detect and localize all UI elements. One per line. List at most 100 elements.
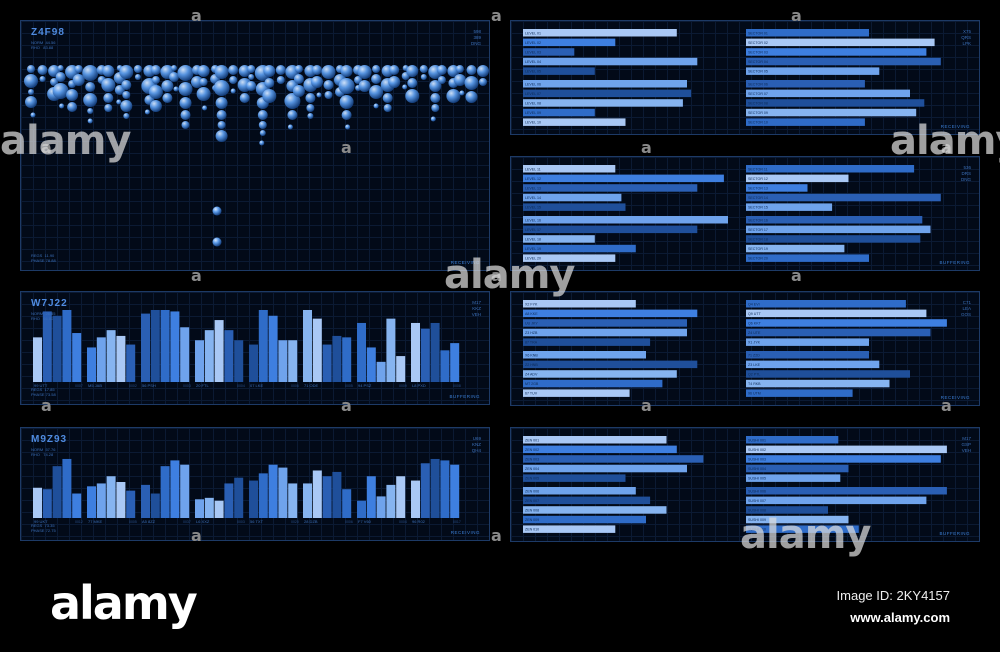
hbar bbox=[523, 99, 683, 107]
bar bbox=[42, 489, 52, 518]
bar bbox=[342, 337, 352, 382]
panel-footer-stats: REGS 73.35 PHASE 72.75 bbox=[31, 523, 56, 533]
hbar-label: X6 KNB bbox=[525, 353, 538, 357]
bar bbox=[288, 483, 298, 518]
hbar-label: SECTOR 03 bbox=[748, 51, 768, 55]
data-bubble bbox=[30, 112, 36, 118]
hbar-label: SECTOR 02 bbox=[748, 41, 768, 45]
hbar bbox=[523, 436, 667, 444]
data-bubble bbox=[214, 65, 229, 79]
data-bubble bbox=[339, 95, 354, 109]
data-bubble bbox=[406, 65, 419, 77]
hbar bbox=[746, 118, 865, 126]
panel-footer-stats: REGS 17.85 PHASE 73.58 bbox=[31, 387, 56, 397]
bar bbox=[106, 476, 116, 518]
watermark-text: alamy bbox=[444, 252, 575, 298]
sub-label: 0005 bbox=[129, 520, 137, 524]
hbar-label: ZEN 006 bbox=[525, 489, 539, 493]
data-bubble bbox=[305, 93, 316, 103]
hbar bbox=[746, 379, 890, 388]
watermark-mark: a bbox=[491, 6, 502, 25]
data-bubble bbox=[102, 65, 115, 77]
bar bbox=[258, 473, 268, 518]
bar bbox=[52, 466, 62, 518]
bar bbox=[72, 333, 82, 382]
bar bbox=[126, 490, 136, 518]
hbar-label: SECTOR 09 bbox=[748, 111, 768, 115]
hbar bbox=[523, 174, 724, 183]
panel-code: 598 389 DNG bbox=[471, 29, 481, 46]
bar bbox=[249, 344, 258, 382]
bar bbox=[411, 322, 420, 382]
data-bubble bbox=[345, 124, 351, 130]
hbar-panel-3: X2 FYK A8 KKE UU JKY Z3 HZB 87 TRA X6 KNB Z2 H… bbox=[510, 291, 980, 406]
hbar-label: SECTOR 08 bbox=[748, 102, 768, 106]
hbar-label: SUSHI 001 bbox=[748, 438, 766, 442]
hbar-label: ZEN 001 bbox=[525, 438, 539, 442]
watermark-mark: a bbox=[941, 138, 952, 157]
sub-label: 0007 bbox=[75, 384, 83, 388]
hbar-label: SECTOR 01 bbox=[748, 31, 768, 35]
bubble-chart-panel: Z4F98 NORM 44.56 RHO 83.88 598 389 DNG R… bbox=[20, 20, 490, 271]
watermark-mark: a bbox=[491, 526, 502, 545]
data-bubble bbox=[67, 102, 78, 112]
data-bubble bbox=[464, 76, 479, 90]
data-bubble bbox=[161, 80, 174, 92]
data-bubble bbox=[316, 92, 322, 98]
sub-label: 0008 bbox=[453, 384, 461, 388]
hbar bbox=[523, 80, 687, 88]
hbar bbox=[746, 474, 841, 482]
bar bbox=[312, 318, 322, 382]
panel-code: X75 QRS LPK bbox=[961, 29, 971, 46]
hbar bbox=[746, 254, 869, 262]
hbar bbox=[746, 57, 941, 66]
data-bubble bbox=[87, 118, 93, 124]
bar bbox=[303, 310, 312, 382]
category-label: 28 DZB bbox=[304, 519, 318, 524]
hbar bbox=[746, 506, 828, 514]
hbar-label: LEVEL 01 bbox=[525, 31, 541, 35]
data-bubble bbox=[239, 93, 250, 103]
hbar-label: LEVEL 18 bbox=[525, 238, 541, 242]
watermark-mark: a bbox=[191, 526, 202, 545]
data-bubble bbox=[121, 80, 132, 90]
data-bubble bbox=[134, 74, 141, 80]
hbar bbox=[746, 108, 917, 117]
data-bubble bbox=[66, 89, 79, 101]
data-bubble bbox=[453, 74, 466, 86]
data-bubble bbox=[25, 96, 37, 108]
hbar bbox=[523, 118, 626, 126]
status-label: RECEIVING bbox=[940, 395, 970, 400]
watermark-mark: a bbox=[341, 396, 352, 415]
data-bubble bbox=[246, 81, 257, 91]
sub-label: 0006 bbox=[345, 520, 353, 524]
hbar-label: LEVEL 06 bbox=[525, 82, 541, 86]
category-label: 96 R02 bbox=[412, 519, 426, 524]
site-url: www.alamy.com bbox=[850, 610, 950, 625]
data-bubble bbox=[419, 65, 428, 73]
hbar-label: SECTOR 05 bbox=[748, 70, 768, 74]
bar bbox=[430, 322, 440, 382]
data-bubble bbox=[402, 84, 408, 90]
bar bbox=[62, 310, 72, 382]
hbar-label: Q2 PTL bbox=[748, 373, 760, 377]
data-bubble bbox=[103, 93, 114, 103]
panel-meta: NORM 26.85 RHO 66.80 bbox=[31, 311, 56, 321]
hbar bbox=[523, 360, 698, 369]
bar bbox=[366, 347, 376, 382]
bar bbox=[411, 480, 420, 518]
hbar-panel-1: LEVEL 01 LEVEL 02 LEVEL 03 LEVEL 04 LEVEL 05… bbox=[510, 20, 980, 135]
data-bubble bbox=[466, 65, 477, 75]
data-bubble bbox=[215, 130, 228, 142]
data-bubble bbox=[465, 91, 478, 103]
hbar-label: ZEN 003 bbox=[525, 458, 539, 462]
bar bbox=[96, 483, 106, 518]
category-label: 94 PSZ bbox=[358, 383, 372, 388]
hbar-label: LEVEL 10 bbox=[525, 121, 541, 125]
category-label: 99 UKT bbox=[34, 519, 48, 524]
data-bubble bbox=[341, 110, 352, 120]
bar bbox=[42, 311, 52, 382]
panel-code: 536 DRS DNG bbox=[961, 165, 971, 182]
hbar bbox=[746, 515, 849, 524]
hbar-label: LEVEL 05 bbox=[525, 70, 541, 74]
